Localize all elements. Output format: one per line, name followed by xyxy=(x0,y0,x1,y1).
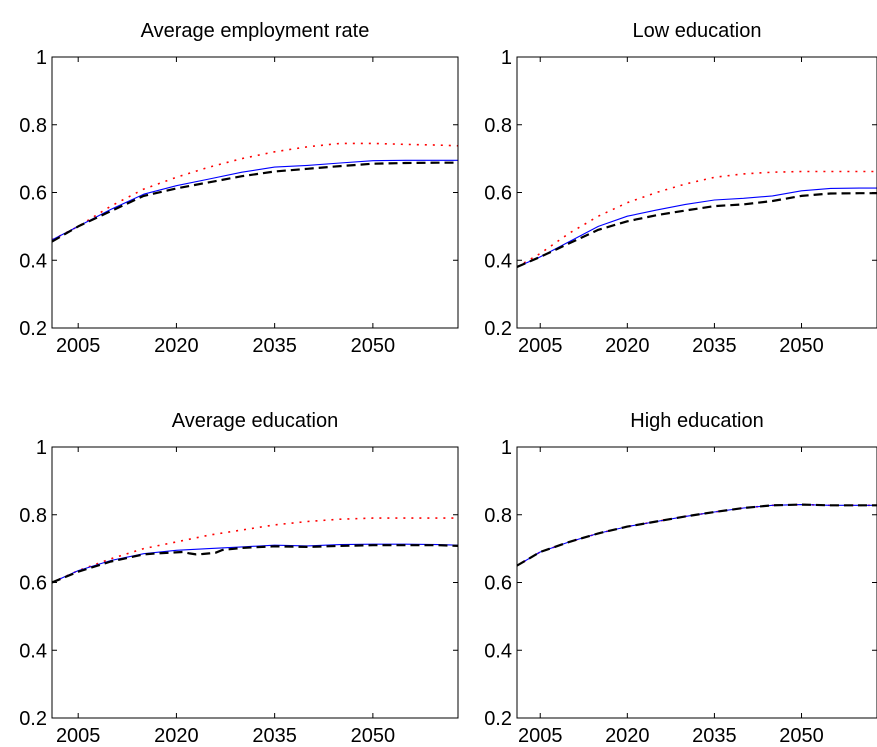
x-tick-label: 2050 xyxy=(351,725,396,747)
x-tick-label: 2035 xyxy=(692,335,737,357)
y-tick-label: 0.6 xyxy=(484,183,512,205)
subplot-3: Average education 2005 2020 2035 2050 0.2 0.4 0… xyxy=(19,410,459,747)
y-tick-label: 1 xyxy=(501,437,512,459)
y-tick-label: 0.2 xyxy=(19,708,47,730)
y-tick-label: 0.4 xyxy=(19,640,47,662)
series-line-3-dashed xyxy=(517,503,877,567)
x-tick-label: 2020 xyxy=(605,725,650,747)
x-tick-label: 2005 xyxy=(518,725,563,747)
x-tick-label: 2020 xyxy=(154,335,199,357)
y-tick-label: 0.6 xyxy=(19,183,47,205)
y-tick-label: 0.8 xyxy=(19,115,47,137)
y-tick-label: 0.6 xyxy=(19,573,47,595)
y-tick-label: 1 xyxy=(36,437,47,459)
chart-title: Low education xyxy=(633,20,762,42)
series-line-2-solid xyxy=(517,187,877,268)
y-tick-label: 0.8 xyxy=(19,505,47,527)
y-tick-label: 0.2 xyxy=(484,318,512,340)
y-tick-label: 0.2 xyxy=(19,318,47,340)
y-tick-label: 0.8 xyxy=(484,505,512,527)
x-tick-label: 2050 xyxy=(351,335,396,357)
x-tick-label: 2005 xyxy=(56,335,101,357)
series-line-3-dashed xyxy=(52,544,458,584)
x-tick-label: 2050 xyxy=(779,725,824,747)
y-tick-label: 0.4 xyxy=(484,640,512,662)
x-tick-label: 2020 xyxy=(605,335,650,357)
y-tick-label: 0.8 xyxy=(484,115,512,137)
x-tick-label: 2035 xyxy=(692,725,737,747)
y-tick-label: 0.2 xyxy=(484,708,512,730)
y-tick-label: 1 xyxy=(501,47,512,69)
series-line-3-dashed xyxy=(52,161,458,243)
y-tick-label: 1 xyxy=(36,47,47,69)
subplot-2: Low education 2005 2020 2035 2050 0.2 0.4 0.6 0.… xyxy=(484,20,877,357)
series-line-1-dotted xyxy=(52,142,458,241)
chart-title: High education xyxy=(630,410,763,432)
chart-title: Average education xyxy=(172,410,338,432)
x-tick-label: 2050 xyxy=(779,335,824,357)
x-tick-label: 2035 xyxy=(252,725,297,747)
y-tick-label: 0.4 xyxy=(484,250,512,272)
y-tick-label: 0.4 xyxy=(19,250,47,272)
x-tick-label: 2035 xyxy=(252,335,297,357)
x-tick-label: 2020 xyxy=(154,725,199,747)
subplot-4: High education 2005 2020 2035 2050 0.2 0.4 0.6 0… xyxy=(484,410,877,747)
x-tick-label: 2005 xyxy=(518,335,563,357)
series-line-3-dashed xyxy=(517,192,877,269)
x-tick-label: 2005 xyxy=(56,725,101,747)
y-tick-label: 0.6 xyxy=(484,573,512,595)
chart-title: Average employment rate xyxy=(141,20,370,42)
series-line-2-solid xyxy=(52,159,458,241)
subplot-1: Average employment rate 2005 2020 2035 2050 0… xyxy=(19,20,459,357)
